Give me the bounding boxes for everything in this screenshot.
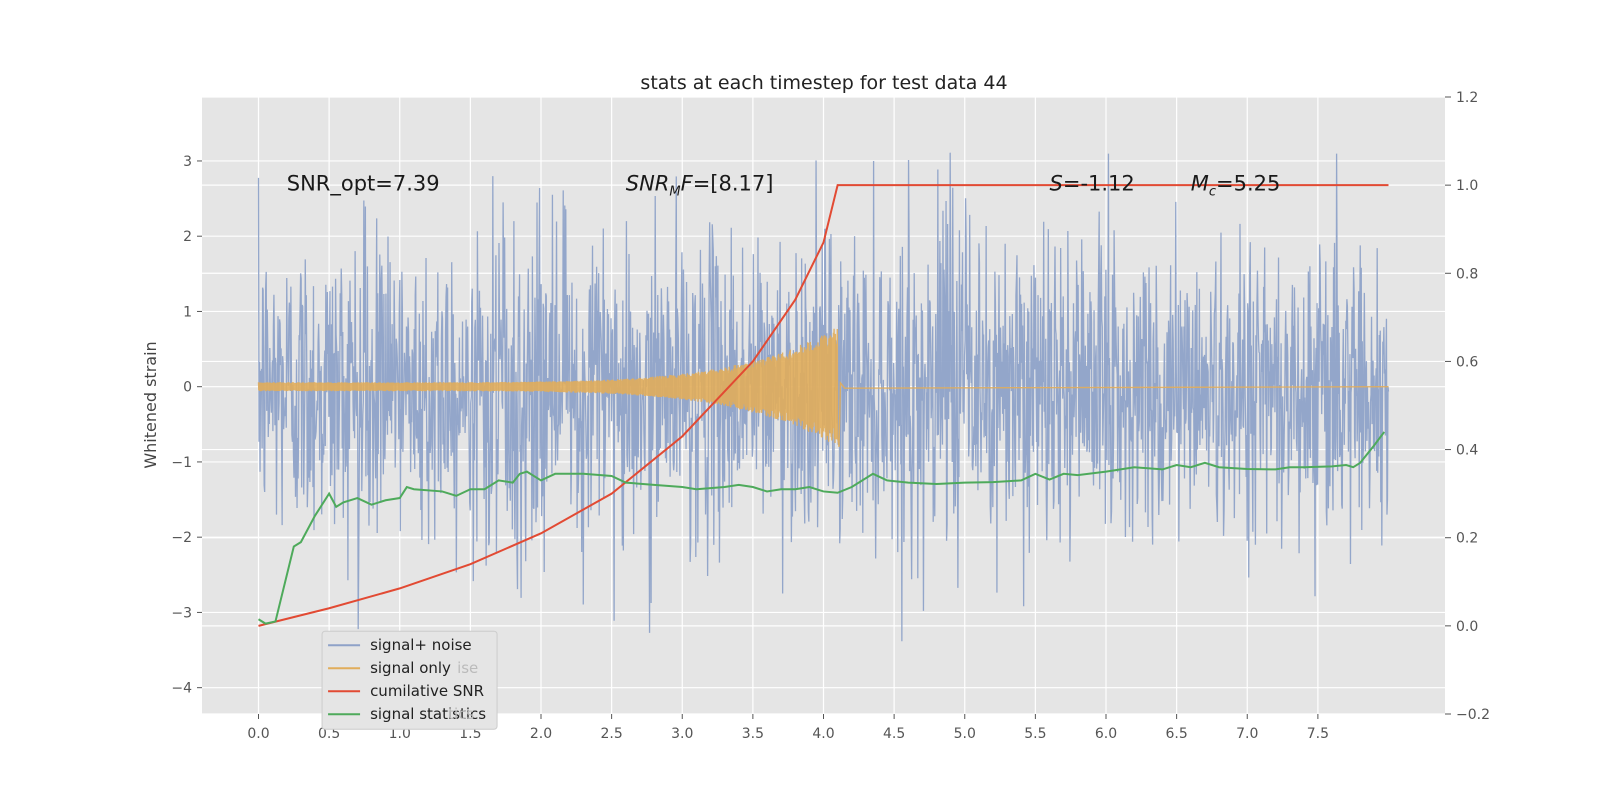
y-tick-label: −4 xyxy=(171,681,192,697)
y-tick-label: 2 xyxy=(183,229,192,245)
y-tick-label: −1 xyxy=(171,455,192,471)
x-tick-label: 7.0 xyxy=(1236,726,1258,742)
y-axis-label: Whitened strain xyxy=(141,341,160,468)
chart-title: stats at each timestep for test data 44 xyxy=(640,72,1007,94)
y2-tick-label: 0.0 xyxy=(1456,619,1478,635)
series-cumilative-snr-line xyxy=(258,184,1389,627)
x-tick-label: 2.5 xyxy=(600,726,622,742)
y-tick-label: 1 xyxy=(183,304,192,320)
annotation-text: SNRMF=[8.17] xyxy=(626,172,774,200)
annotation-text: Mc=5.25 xyxy=(1191,172,1281,200)
legend-label: signal only xyxy=(370,659,451,677)
x-tick-label: 5.0 xyxy=(954,726,976,742)
annotation-layer: SNR_opt=7.39 SNRMF=[8.17] S=-1.12 Mc=5.25 xyxy=(287,172,1281,200)
y-tick-label: 0 xyxy=(183,380,192,396)
y2-tick-label: 1.2 xyxy=(1456,90,1478,106)
annotation-text: S=-1.12 xyxy=(1050,172,1135,196)
legend-ghost-text: tics xyxy=(448,705,474,723)
x-tick-label: 3.0 xyxy=(671,726,693,742)
y2-tick-label: 0.8 xyxy=(1456,266,1478,282)
x-tick-label: 6.0 xyxy=(1095,726,1117,742)
x-tick-label: 4.0 xyxy=(812,726,834,742)
x-tick-label: 0.0 xyxy=(247,726,269,742)
axis-layer: 0.0 0.5 1.0 1.5 2.0 2.5 3.0 3.5 4.0 4.5 5.0 5.5 6.0 6… xyxy=(171,90,1490,742)
series-layer xyxy=(257,152,1390,642)
series-signal-only-line xyxy=(257,328,1389,447)
legend-box xyxy=(321,630,498,730)
y-tick-label: 3 xyxy=(183,154,192,170)
series-signal-plus-noise-line xyxy=(257,152,1390,642)
series-signal-statistics-line xyxy=(257,431,1386,625)
y2-tick-label: 0.6 xyxy=(1456,354,1478,370)
x-tick-label: 2.0 xyxy=(530,726,552,742)
legend-label: cumilative SNR xyxy=(370,682,484,700)
legend-label: signal statistics xyxy=(370,705,486,723)
legend: signal+ noise signal only cumilative SNR si… xyxy=(321,630,498,730)
y2-tick-label: −0.2 xyxy=(1456,707,1490,723)
annotation-text: SNR_opt=7.39 xyxy=(287,172,440,197)
y-tick-label: −3 xyxy=(171,605,192,621)
x-tick-label: 4.5 xyxy=(883,726,905,742)
x-tick-label: 3.5 xyxy=(742,726,764,742)
y2-tick-label: 0.2 xyxy=(1456,531,1478,547)
x-tick-label: 7.5 xyxy=(1307,726,1329,742)
y2-tick-label: 0.4 xyxy=(1456,443,1478,459)
x-tick-label: 1.0 xyxy=(389,726,411,742)
legend-ghost-text: ise xyxy=(457,659,478,677)
legend-label: signal+ noise xyxy=(370,636,472,654)
x-tick-label: 6.5 xyxy=(1165,726,1187,742)
y-tick-label: −2 xyxy=(171,530,192,546)
x-tick-label: 1.5 xyxy=(459,726,481,742)
y2-tick-label: 1.0 xyxy=(1456,178,1478,194)
x-tick-label: 0.5 xyxy=(318,726,340,742)
x-tick-label: 5.5 xyxy=(1024,726,1046,742)
